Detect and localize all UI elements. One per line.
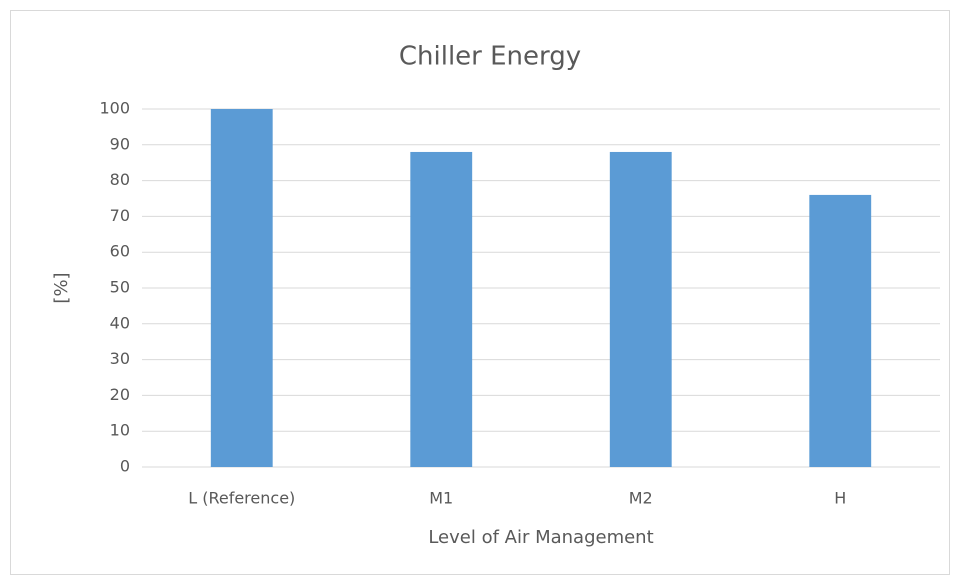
y-tick-label: 100: [99, 99, 130, 118]
x-tick-label: M1: [429, 489, 453, 508]
chart-title: Chiller Energy: [399, 42, 581, 72]
bar: [410, 151, 473, 467]
y-tick-label: 80: [110, 170, 130, 189]
y-tick-label: 30: [110, 349, 130, 368]
x-tick-label: M2: [629, 489, 653, 508]
y-tick-label: 0: [120, 457, 130, 476]
y-tick-label: 90: [110, 134, 130, 153]
y-tick-label: 10: [110, 421, 130, 440]
y-tick-label: 20: [110, 385, 130, 404]
chart-border: [10, 10, 950, 575]
y-tick-label: 70: [110, 206, 130, 225]
y-tick-label: 50: [110, 278, 130, 297]
y-tick-label: 40: [110, 313, 130, 332]
y-tick-label: 60: [110, 242, 130, 261]
x-tick-label: L (Reference): [188, 489, 295, 508]
bar: [809, 194, 872, 468]
x-tick-label: H: [834, 489, 846, 508]
y-axis-label: [%]: [51, 272, 72, 303]
bar: [210, 109, 273, 467]
bar: [609, 151, 672, 467]
x-axis-label: Level of Air Management: [428, 527, 653, 548]
